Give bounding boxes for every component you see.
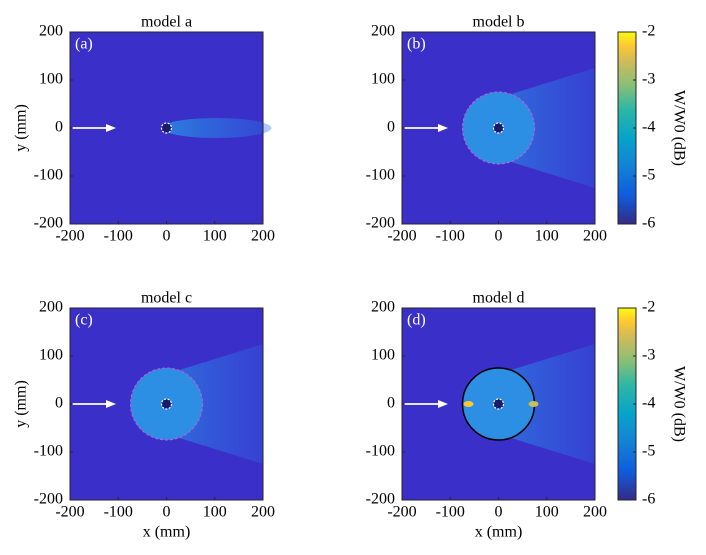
x-axis-label: x (mm) [143, 524, 191, 541]
colorbar-tick-label: -2 [642, 23, 655, 40]
colorbar-tick-label: -6 [642, 491, 655, 508]
colorbar-tick-label: -2 [642, 299, 655, 316]
colorbar-tick-label: -6 [642, 215, 655, 232]
x-tick-label: -200 [55, 504, 84, 521]
y-tick-label: -200 [366, 215, 395, 232]
incident-arrowhead [106, 400, 116, 408]
field [130, 344, 263, 464]
y-tick-label: 200 [371, 299, 395, 316]
source [492, 122, 505, 134]
x-tick-label: -100 [436, 504, 465, 521]
y-tick-label: -100 [34, 443, 63, 460]
y-tick-label: -200 [34, 215, 63, 232]
panel-title: model a [141, 14, 192, 31]
x-tick-label: 100 [203, 504, 227, 521]
x-tick-label: -100 [436, 228, 465, 245]
panel-title: model b [473, 14, 525, 31]
panel-label: (b) [407, 36, 426, 53]
y-tick-label: 200 [39, 299, 63, 316]
panel-label: (c) [75, 312, 93, 329]
panel-label: (d) [407, 312, 426, 329]
field [461, 344, 595, 464]
x-tick-label: -200 [387, 228, 416, 245]
x-tick-label: 0 [163, 228, 171, 245]
y-axis-label: y (mm) [13, 104, 30, 152]
y-tick-label: 100 [39, 347, 63, 364]
x-tick-label: 0 [495, 228, 503, 245]
colorbar-label: W/W0 (dB) [670, 90, 687, 166]
y-tick-label: -100 [34, 167, 63, 184]
source [160, 398, 173, 410]
wake [166, 344, 263, 464]
y-tick-label: 200 [371, 23, 395, 40]
source [160, 122, 173, 134]
y-tick-label: -200 [366, 491, 395, 508]
x-tick-label: 200 [251, 504, 275, 521]
field [462, 68, 595, 188]
colorbar-tick-label: -5 [642, 167, 655, 184]
colorbar-tick-label: -5 [642, 443, 655, 460]
x-tick-label: 0 [495, 504, 503, 521]
x-tick-label: 200 [583, 228, 607, 245]
y-tick-label: 200 [39, 23, 63, 40]
panel-title: model d [473, 290, 525, 307]
panel-title: model c [141, 290, 192, 307]
hot-spot [463, 401, 474, 407]
wake [498, 68, 595, 188]
x-tick-label: 100 [535, 504, 559, 521]
wake [498, 344, 595, 464]
x-tick-label: 100 [535, 228, 559, 245]
field [160, 118, 272, 138]
y-tick-label: -100 [366, 167, 395, 184]
x-tick-label: -100 [104, 504, 133, 521]
colorbar-tick-label: -3 [642, 347, 655, 364]
y-tick-label: -200 [34, 491, 63, 508]
colorbar-label: W/W0 (dB) [670, 366, 687, 442]
incident-arrowhead [438, 124, 448, 132]
incident-arrowhead [106, 124, 116, 132]
colorbar-tick-label: -4 [642, 395, 655, 412]
y-tick-label: 0 [387, 395, 395, 412]
hot-spot [528, 401, 539, 407]
y-tick-label: 0 [55, 395, 63, 412]
y-tick-label: 100 [371, 71, 395, 88]
colorbar-tick-label: -3 [642, 71, 655, 88]
wake [161, 118, 272, 138]
y-tick-label: 100 [371, 347, 395, 364]
incident-arrowhead [438, 400, 448, 408]
x-tick-label: -100 [104, 228, 133, 245]
x-tick-label: 0 [163, 504, 171, 521]
y-axis-label: y (mm) [13, 380, 30, 428]
x-tick-label: -200 [55, 228, 84, 245]
y-tick-label: -100 [366, 443, 395, 460]
y-tick-label: 0 [55, 119, 63, 136]
colorbar-tick-label: -4 [642, 119, 655, 136]
panel-label: (a) [75, 36, 93, 53]
y-tick-label: 0 [387, 119, 395, 136]
x-tick-label: 200 [583, 504, 607, 521]
x-tick-label: 100 [203, 228, 227, 245]
x-tick-label: 200 [251, 228, 275, 245]
x-tick-label: -200 [387, 504, 416, 521]
y-tick-label: 100 [39, 71, 63, 88]
x-axis-label: x (mm) [475, 524, 523, 541]
source [492, 398, 505, 410]
